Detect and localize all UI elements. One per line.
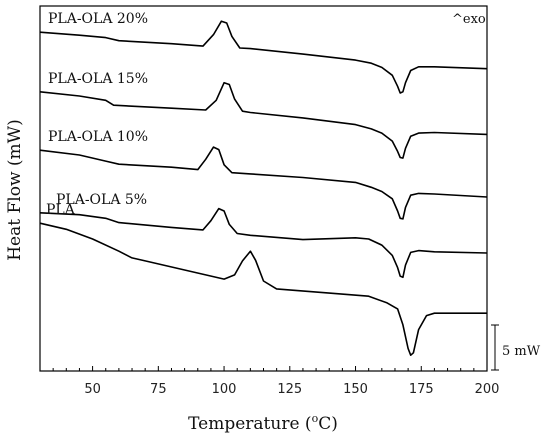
x-axis-title: Temperature (oC)	[188, 412, 338, 434]
series-line	[39, 20, 488, 94]
series-line	[39, 207, 488, 279]
series-label: PLA-OLA 15%	[48, 71, 148, 87]
plot-frame	[39, 5, 488, 372]
series-line	[39, 146, 488, 220]
x-axis-title-main: Temperature (	[188, 414, 311, 434]
x-axis-title-end: C)	[318, 414, 338, 434]
x-tick-label: 175	[409, 382, 434, 397]
x-tick-label: 150	[343, 382, 368, 397]
series-label: PLA-OLA 10%	[48, 129, 148, 145]
x-tick-label: 100	[212, 382, 237, 397]
series-labels-group: PLA-OLA 20% PLA-OLA 15% PLA-OLA 10% PLA-OLA…	[46, 11, 148, 218]
exo-label: ^exo	[452, 12, 486, 27]
series-label: PLA	[46, 202, 76, 218]
x-ticks-group: 50 75 100 125 150 175 200	[52, 366, 500, 397]
series-line	[39, 222, 487, 356]
x-tick-label: 50	[84, 382, 101, 397]
series-line	[39, 81, 488, 159]
y-axis-title: Heat Flow (mW)	[5, 119, 25, 261]
curves-group	[39, 20, 488, 356]
x-tick-label: 125	[277, 382, 302, 397]
x-axis-title-sup: o	[312, 412, 319, 425]
x-tick-label: 200	[475, 382, 500, 397]
series-label: PLA-OLA 5%	[56, 192, 147, 208]
series-label: PLA-OLA 20%	[48, 11, 148, 27]
x-tick-label: 75	[150, 382, 167, 397]
scale-bar-label: 5 mW	[502, 344, 541, 359]
